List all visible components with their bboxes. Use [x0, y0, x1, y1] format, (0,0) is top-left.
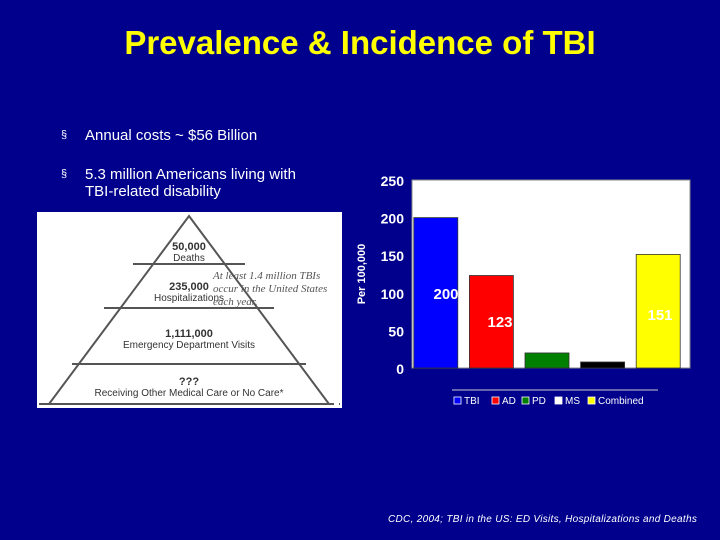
pyramid-layer-label: Emergency Department Visits: [122, 340, 256, 351]
data-label-ad: 123: [487, 314, 512, 331]
legend-item-ms: MS: [554, 396, 580, 407]
pyramid-layer-number: 235,000: [169, 281, 209, 293]
slide-title: Prevalence & Incidence of TBI: [124, 24, 596, 61]
pyramid-layer-label: Hospitalizations: [153, 293, 225, 304]
y-tick-label: 100: [381, 286, 405, 302]
legend-item-ad: AD: [491, 396, 516, 407]
bullet-mark: §: [61, 129, 68, 141]
legend-item-pd: PD: [521, 396, 546, 407]
bar-combined: [635, 254, 681, 369]
tbi-pyramid-figure: 50,000 Deaths 235,000 Hospitalizations 1…: [37, 212, 342, 408]
legend-swatch: [453, 396, 462, 405]
bar-tbi: [413, 217, 459, 369]
source-citation: CDC, 2004; TBI in the US: ED Visits, Hos…: [388, 514, 698, 525]
legend-label: AD: [502, 396, 516, 407]
bullet-text: 5.3 million Americans living with TBI-re…: [85, 166, 296, 200]
pyramid-note: At least 1.4 million TBIs occur in the U…: [213, 270, 328, 308]
y-tick-label: 200: [381, 211, 405, 227]
pyramid-layer-label: Deaths: [173, 253, 205, 264]
pyramid-layer-label: Receiving Other Medical Care or No Care*: [94, 388, 284, 399]
data-label-tbi: 200: [433, 286, 458, 303]
pyramid-layer-ed-visits: 1,111,000 Emergency Department Visits: [79, 328, 299, 352]
legend-label: TBI: [464, 396, 480, 407]
legend-swatch: [554, 396, 563, 405]
legend-label: Combined: [598, 396, 644, 407]
data-label-pd: 20: [543, 332, 560, 349]
y-tick-label: 250: [381, 173, 405, 189]
pyramid-layer-other-care: ??? Receiving Other Medical Care or No C…: [59, 376, 319, 400]
pyramid-layer-hospitalizations: 235,000 Hospitalizations: [99, 281, 279, 305]
y-tick-label: 150: [381, 248, 405, 264]
pyramid-shape: [39, 214, 340, 405]
pyramid-layer-deaths: 50,000 Deaths: [129, 241, 249, 265]
bullet-mark: §: [61, 168, 68, 180]
legend-label: MS: [565, 396, 580, 407]
bar-pd: [524, 352, 570, 369]
legend-swatch: [521, 396, 530, 405]
bullet-annual-costs: § Annual costs ~ $56 Billion: [61, 127, 258, 144]
bar-ms: [580, 361, 625, 369]
pyramid-layer-number: 1,111,000: [165, 328, 213, 340]
legend-swatch: [491, 396, 500, 405]
y-tick-label: 50: [388, 323, 404, 339]
pyramid-layer-number: ???: [178, 376, 200, 388]
bar-ad: [468, 275, 514, 369]
legend-item-tbi: TBI: [453, 396, 480, 407]
pyramid-layer-number: 50,000: [172, 241, 206, 253]
bullet-disability: § 5.3 million Americans living with TBI-…: [61, 166, 325, 200]
legend-label: PD: [532, 396, 546, 407]
data-label-ms: 8: [602, 341, 610, 358]
legend-item-combined: Combined: [587, 396, 644, 407]
y-tick-label: 0: [396, 361, 404, 377]
data-label-combined: 151: [647, 307, 672, 324]
legend-swatch: [587, 396, 596, 405]
bullet-text: Annual costs ~ $56 Billion: [85, 127, 258, 144]
y-axis-label: Per 100,000: [356, 244, 368, 305]
